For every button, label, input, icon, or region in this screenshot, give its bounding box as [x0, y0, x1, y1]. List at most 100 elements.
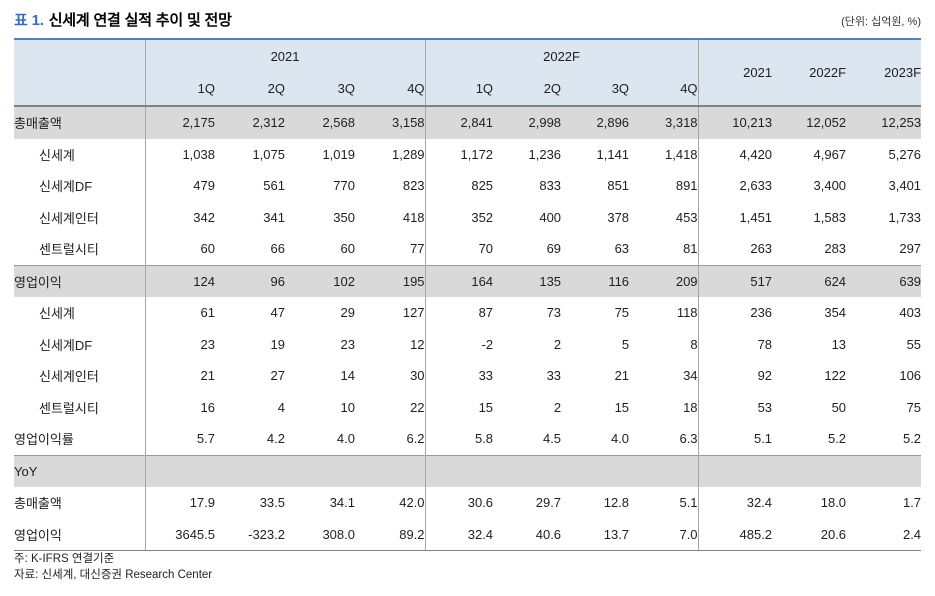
- cell-value: 1,172: [460, 146, 494, 162]
- annual-header-2022f: 2022F: [772, 38, 847, 106]
- cell-value: 5,276: [888, 146, 922, 162]
- table-row: 신세계DF 23 19 23 12 -2 2 5 8 78 13 55: [14, 328, 921, 360]
- quarter-header: 3Q: [285, 72, 355, 106]
- footnote-basis: 주: K-IFRS 연결기준: [14, 553, 115, 565]
- table-header: 2021 2022F 2021 2022F 2023F 1Q 2Q 3Q 4Q …: [14, 38, 922, 106]
- cell-value: 1,019: [322, 146, 355, 162]
- cell-value: 21: [614, 368, 630, 384]
- cell-value: 75: [906, 399, 922, 415]
- cell-value: 354: [824, 305, 847, 321]
- cell-value: 19: [270, 336, 285, 352]
- cell-value: 624: [772, 264, 847, 297]
- cell-value: 770: [333, 178, 355, 194]
- cell-value: 66: [270, 241, 285, 257]
- cell-value: 1,733: [888, 209, 922, 225]
- cell-value: 283: [824, 241, 847, 257]
- cell-value: 517: [698, 264, 773, 297]
- cell-value: 4,967: [813, 146, 847, 162]
- cell-value: 96: [215, 264, 285, 297]
- cell-value: 78: [757, 336, 773, 352]
- year-group-2022f: 2022F: [425, 38, 699, 72]
- table-row: 총매출액 17.9 33.5 34.1 42.0 30.6 29.7 12.8 5.1 32.4 1…: [14, 487, 921, 519]
- cell-value: 2: [553, 399, 562, 415]
- cell-value: 352: [471, 209, 494, 225]
- cell-value: 1,289: [355, 138, 426, 170]
- cell-value: 122: [824, 368, 847, 384]
- cell-value: [355, 454, 426, 487]
- cell-value: 12,253: [846, 105, 922, 139]
- quarter-header-row: 1Q 2Q 3Q 4Q 1Q 2Q 3Q 4Q: [14, 72, 921, 106]
- cell-value: 378: [607, 209, 630, 225]
- cell-value: 17.9: [189, 495, 215, 511]
- table-title-bar: 표 1. 신세계 연결 실적 추이 및 전망 (단위: 십억원, %): [14, 9, 921, 30]
- year-group-2021: 2021: [145, 38, 426, 72]
- cell-value: 4.0: [610, 431, 630, 447]
- annual-header-2023f: 2023F: [846, 38, 922, 106]
- row-label: YoY: [14, 454, 146, 487]
- cell-value: 50: [831, 399, 847, 415]
- cell-value: 1.7: [902, 495, 922, 511]
- cell-value: 1,583: [813, 209, 847, 225]
- cell-value: 124: [145, 264, 215, 297]
- cell-value: 13: [831, 336, 847, 352]
- row-label: 센트럴시티: [14, 233, 146, 265]
- row-label: 신세계: [14, 297, 146, 329]
- row-label: 영업이익: [14, 518, 146, 551]
- cell-value: 33: [478, 368, 494, 384]
- cell-value: 1,038: [182, 146, 215, 162]
- cell-value: 5.7: [196, 431, 215, 447]
- quarter-header: 2Q: [493, 72, 562, 106]
- annual-header-2021: 2021: [698, 38, 773, 106]
- cell-value: 14: [340, 368, 355, 384]
- table-row: 센트럴시티 16 4 10 22 15 2 15 18 53 50 75: [14, 391, 922, 423]
- cell-value: 2,312: [215, 105, 285, 139]
- table-row: 센트럴시티 60 66 60 77 70 69 63 81 263 283 297: [14, 233, 921, 265]
- cell-value: 12.8: [603, 495, 630, 511]
- cell-value: [846, 454, 922, 487]
- cell-value: 87: [478, 305, 494, 321]
- cell-value: 4,420: [739, 146, 773, 162]
- cell-value: 33: [546, 368, 562, 384]
- cell-value: 2,841: [425, 105, 494, 139]
- year-header-row: 2021 2022F 2021 2022F 2023F: [14, 38, 922, 106]
- cell-value: 29: [340, 305, 355, 321]
- cell-value: [629, 454, 699, 487]
- cell-value: [215, 454, 285, 487]
- cell-value: 75: [614, 305, 630, 321]
- cell-value: -2: [481, 336, 494, 352]
- cell-value: 400: [539, 209, 562, 225]
- cell-value: 12: [355, 328, 426, 360]
- cell-value: 2: [553, 336, 562, 352]
- cell-value: 236: [750, 305, 773, 321]
- row-label: 신세계: [14, 138, 146, 170]
- cell-value: 1,236: [528, 146, 562, 162]
- cell-value: 34.1: [329, 495, 355, 511]
- cell-value: 40.6: [493, 518, 562, 551]
- cell-value: 2,896: [561, 105, 630, 139]
- footnotes: 주: K-IFRS 연결기준 자료: 신세계, 대신증권 Research Ce…: [14, 551, 212, 583]
- cell-value: 32.4: [425, 518, 494, 551]
- cell-value: 21: [200, 368, 215, 384]
- cell-value: 16: [200, 399, 215, 415]
- quarter-header: 1Q: [145, 72, 215, 106]
- table-row: 영업이익 124 96 102 195 164 135 116 209 517 624 639: [14, 264, 922, 297]
- cell-value: 47: [270, 305, 285, 321]
- cell-value: 350: [333, 209, 355, 225]
- cell-value: 5.8: [474, 431, 494, 447]
- quarter-header: 4Q: [629, 72, 699, 106]
- cell-value: 4: [277, 399, 285, 415]
- cell-value: 2,568: [285, 105, 355, 139]
- table-title: 표 1. 신세계 연결 실적 추이 및 전망: [14, 9, 232, 30]
- cell-value: 7.0: [629, 518, 699, 551]
- cell-value: 63: [614, 241, 630, 257]
- quarter-header: 2Q: [215, 72, 285, 106]
- cell-value: 479: [193, 178, 215, 194]
- cell-value: 1,141: [596, 146, 630, 162]
- cell-value: 453: [629, 201, 699, 233]
- cell-value: 297: [899, 241, 922, 257]
- row-label: 영업이익률: [14, 423, 146, 455]
- footnote-source: 자료: 신세계, 대신증권 Research Center: [14, 569, 213, 581]
- cell-value: 5.2: [902, 431, 922, 447]
- cell-value: 53: [757, 399, 773, 415]
